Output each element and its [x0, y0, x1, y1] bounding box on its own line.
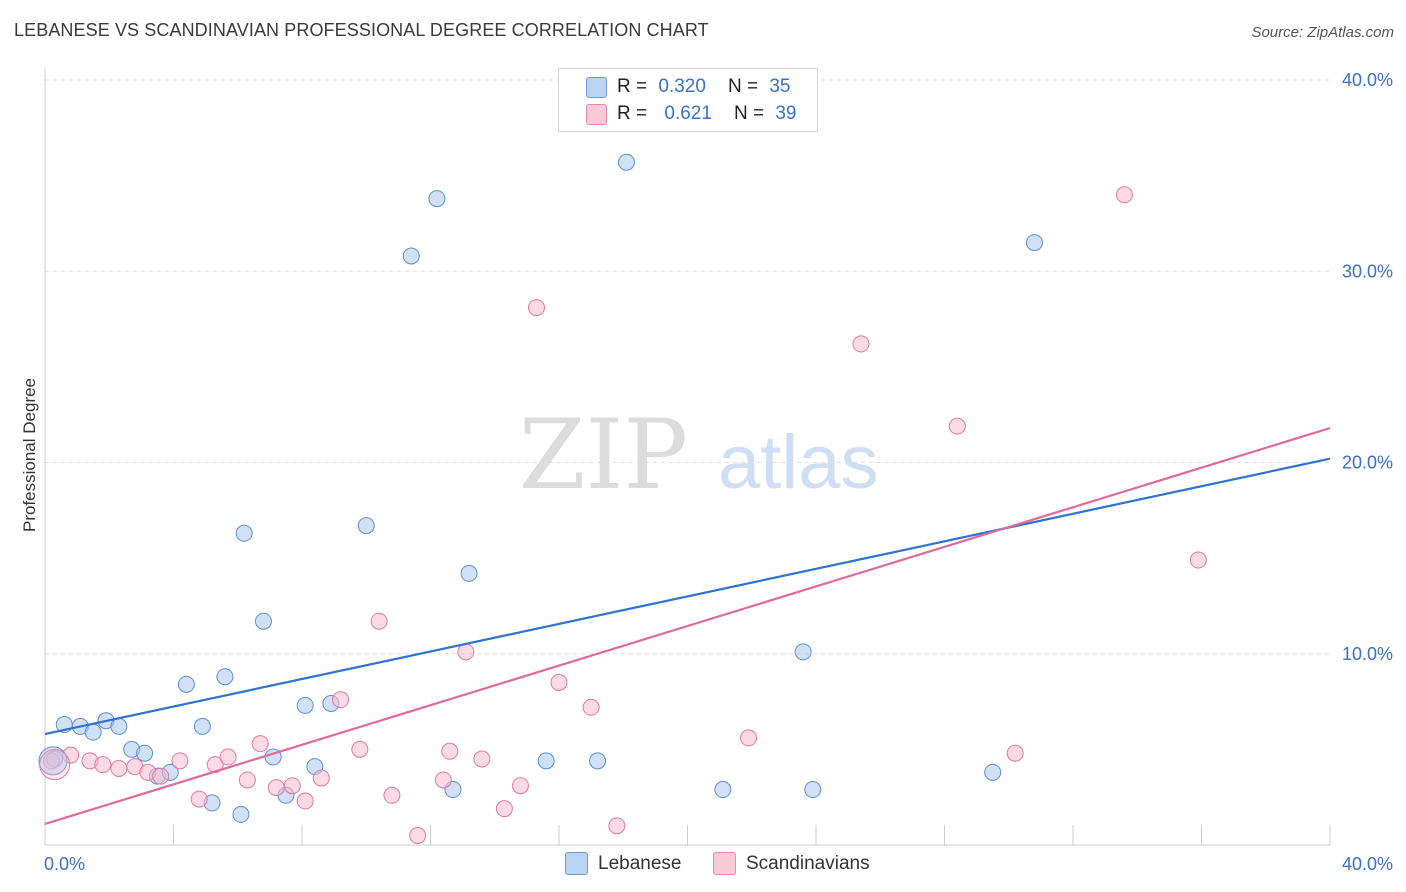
scandinavian-point	[1189, 551, 1207, 569]
lebanese-point	[193, 717, 211, 735]
lebanese-point	[136, 744, 154, 762]
legend-row-lebanese: R = 0.320 N = 35	[586, 75, 791, 99]
lebanese-trend-line	[44, 457, 1331, 736]
legend-item-scandinavians[interactable]: Scandinavians	[713, 852, 870, 875]
r-value: 0.621	[664, 103, 712, 124]
lebanese-point	[402, 247, 420, 265]
lebanese-legend-icon	[565, 852, 588, 875]
scandinavians-swatch-icon	[586, 103, 607, 125]
scandinavian-point	[473, 750, 491, 768]
source-label: Source: ZipAtlas.com	[1251, 24, 1394, 41]
scandinavian-point	[219, 748, 237, 766]
scandinavian-point	[283, 777, 301, 795]
scandinavians-legend-icon	[713, 852, 736, 875]
scandinavian-point	[511, 777, 529, 795]
scandinavian-point	[351, 740, 369, 758]
lebanese-point	[177, 675, 195, 693]
r-label: R =	[617, 76, 648, 97]
scandinavian-point	[528, 299, 546, 317]
scandinavian-point	[409, 826, 427, 844]
y-tick-label: 20.0%	[1342, 453, 1393, 473]
n-value: 39	[775, 103, 797, 124]
watermark-atlas: atlas	[718, 420, 879, 505]
scandinavian-point	[852, 335, 870, 353]
scandinavian-point	[370, 612, 388, 630]
n-label: N =	[733, 103, 765, 124]
lebanese-point	[357, 517, 375, 535]
r-label: R =	[617, 103, 648, 124]
lebanese-point	[794, 643, 812, 661]
lebanese-point	[428, 190, 446, 208]
scandinavian-point	[332, 691, 350, 709]
scandinavian-point	[251, 735, 269, 753]
scandinavian-point	[740, 729, 758, 747]
scandinavian-point	[312, 769, 330, 787]
legend-item-lebanese[interactable]: Lebanese	[565, 852, 681, 875]
trend-lines	[44, 427, 1331, 826]
scandinavian-point	[582, 698, 600, 716]
chart-title: LEBANESE VS SCANDINAVIAN PROFESSIONAL DE…	[14, 20, 709, 40]
y-tick-label: 30.0%	[1342, 261, 1393, 281]
scandinavian-point	[296, 792, 314, 810]
lebanese-point	[537, 752, 555, 770]
watermark: ZIP atlas	[519, 399, 879, 511]
scandinavian-point	[434, 771, 452, 789]
x-tick-label: 0.0%	[44, 854, 85, 874]
scandinavian-point	[267, 779, 285, 797]
watermark-zip: ZIP	[519, 399, 688, 511]
lebanese-point	[984, 763, 1002, 781]
scandinavian-point	[948, 417, 966, 435]
data-points	[38, 153, 1207, 844]
lebanese-point	[235, 524, 253, 542]
legend-label-lebanese: Lebanese	[598, 852, 682, 874]
lebanese-swatch-icon	[586, 76, 607, 98]
scandinavian-point	[550, 673, 568, 691]
scandinavian-point	[152, 767, 170, 785]
gridlines	[45, 79, 1330, 655]
scandinavian-point	[608, 817, 626, 835]
scandinavian-point	[495, 800, 513, 818]
scandinavian-point	[190, 790, 208, 808]
lebanese-point	[216, 668, 234, 686]
lebanese-point	[714, 781, 732, 799]
scandinavian-point	[441, 742, 459, 760]
lebanese-point	[589, 752, 607, 770]
legend-label-scandinavians: Scandinavians	[746, 852, 870, 874]
scandinavian-point	[383, 786, 401, 804]
scandinavian-point	[238, 771, 256, 789]
lebanese-point	[232, 805, 250, 823]
axes	[44, 68, 1331, 846]
x-tick-label: 40.0%	[1342, 854, 1393, 874]
lebanese-point	[110, 717, 128, 735]
lebanese-cluster-point	[38, 746, 68, 776]
lebanese-point	[617, 153, 635, 171]
stats-legend: R = 0.320 N = 35 R = 0.621 N = 39	[558, 68, 818, 132]
y-tick-label: 10.0%	[1342, 644, 1393, 664]
lebanese-point	[254, 612, 272, 630]
scandinavian-point	[457, 643, 475, 661]
lebanese-point	[1025, 234, 1043, 252]
scandinavian-cluster-point	[39, 749, 71, 781]
scandinavian-point	[1006, 744, 1024, 762]
tick-labels: 10.0% 20.0% 30.0% 40.0% 0.0% 40.0%	[44, 70, 1393, 874]
series-legend: Lebanese Scandinavians	[0, 852, 1406, 878]
scandinavian-point	[171, 752, 189, 770]
n-label: N =	[727, 76, 759, 97]
n-value: 35	[769, 76, 791, 97]
scandinavian-point	[94, 756, 112, 774]
scandinavian-trend-line	[44, 427, 1331, 826]
scandinavian-point	[110, 760, 128, 777]
lebanese-point	[296, 696, 314, 714]
scandinavian-point	[206, 756, 224, 774]
legend-row-scandinavians: R = 0.621 N = 39	[586, 102, 797, 126]
lebanese-point	[84, 723, 102, 741]
r-value: 0.320	[658, 76, 706, 97]
scandinavian-point	[1115, 186, 1133, 204]
lebanese-point	[804, 781, 822, 799]
lebanese-point	[460, 564, 478, 582]
y-tick-label: 40.0%	[1342, 70, 1393, 90]
